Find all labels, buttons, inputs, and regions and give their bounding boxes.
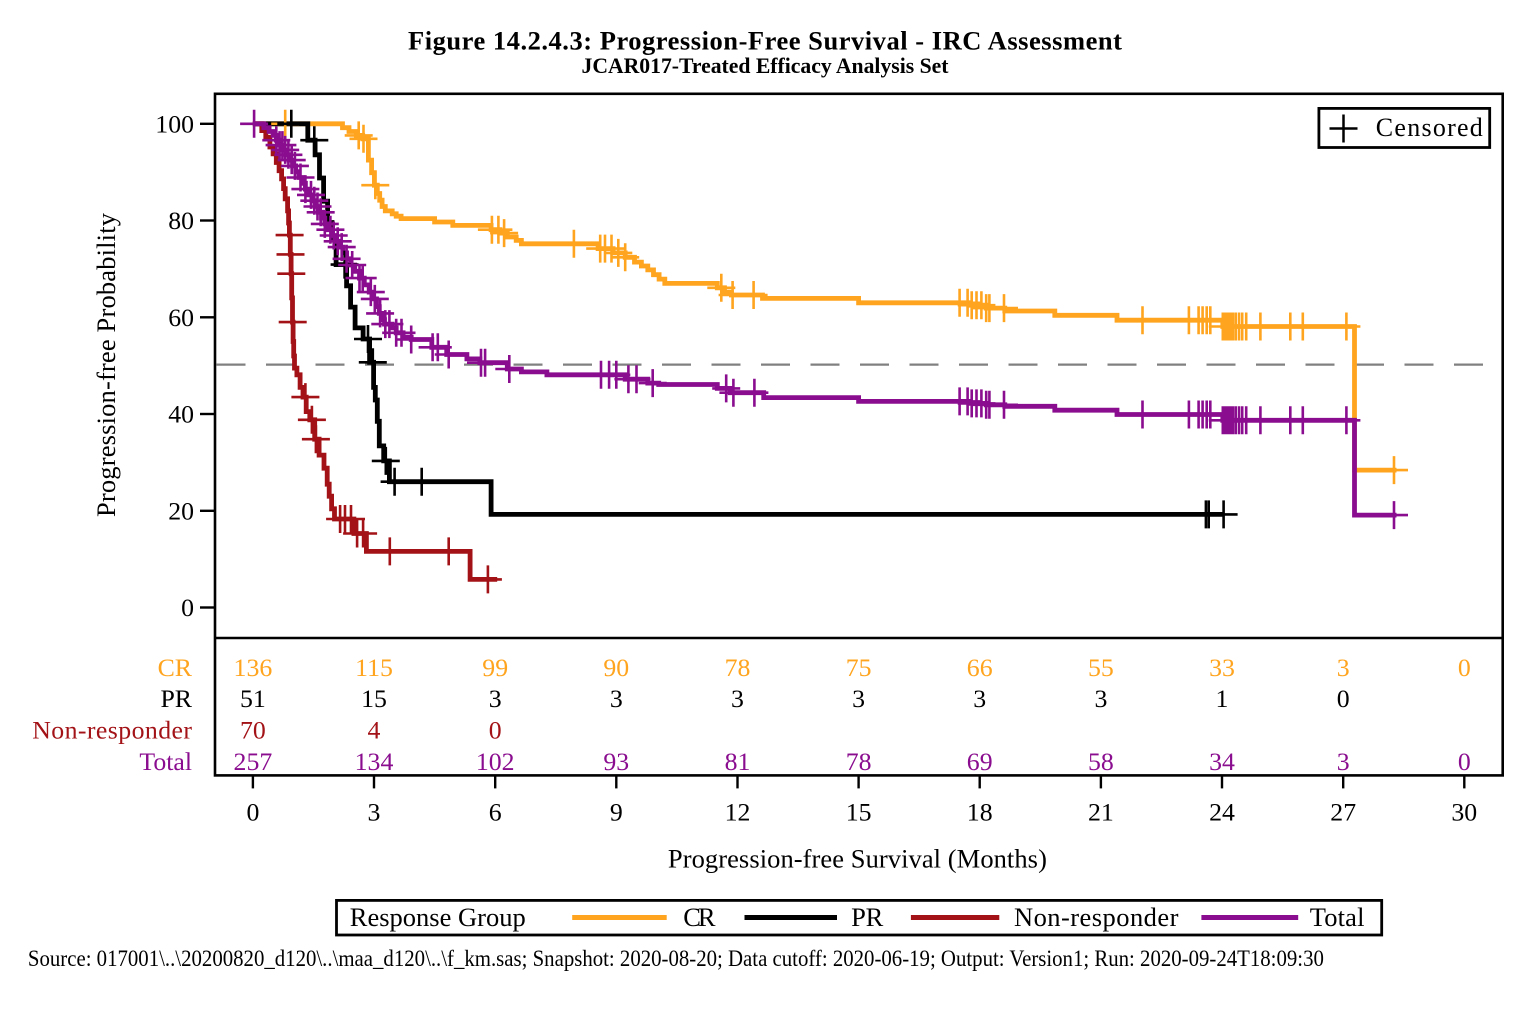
svg-text:115: 115: [355, 653, 393, 682]
svg-text:3: 3: [973, 684, 986, 713]
svg-text:78: 78: [846, 747, 872, 776]
svg-text:Non-responder: Non-responder: [1014, 902, 1179, 932]
svg-text:102: 102: [476, 747, 515, 776]
svg-text:3: 3: [610, 684, 623, 713]
svg-text:33: 33: [1209, 653, 1235, 682]
svg-text:27: 27: [1330, 797, 1356, 826]
svg-text:0: 0: [181, 593, 194, 622]
svg-text:15: 15: [361, 684, 387, 713]
svg-text:58: 58: [1088, 747, 1114, 776]
svg-text:Figure 14.2.4.3: Progression-F: Figure 14.2.4.3: Progression-Free Surviv…: [408, 26, 1122, 56]
svg-text:30: 30: [1451, 797, 1477, 826]
svg-text:1: 1: [1216, 684, 1229, 713]
svg-text:24: 24: [1209, 797, 1235, 826]
svg-text:4: 4: [368, 716, 381, 745]
svg-text:70: 70: [240, 716, 266, 745]
svg-text:34: 34: [1209, 747, 1235, 776]
svg-text:PR: PR: [851, 902, 884, 932]
svg-text:JCAR017-Treated Efficacy Analy: JCAR017-Treated Efficacy Analysis Set: [582, 54, 950, 78]
svg-text:3: 3: [368, 797, 381, 826]
svg-text:CR: CR: [158, 653, 193, 682]
svg-text:99: 99: [482, 653, 508, 682]
svg-text:3: 3: [852, 684, 865, 713]
svg-text:93: 93: [603, 747, 629, 776]
svg-text:40: 40: [168, 400, 194, 429]
svg-text:Non-responder: Non-responder: [32, 716, 192, 745]
svg-text:20: 20: [168, 497, 194, 526]
svg-text:18: 18: [967, 797, 993, 826]
svg-text:90: 90: [603, 653, 629, 682]
svg-text:3: 3: [1094, 684, 1107, 713]
svg-text:Censored: Censored: [1376, 113, 1483, 142]
svg-text:0: 0: [489, 716, 502, 745]
svg-text:80: 80: [168, 206, 194, 235]
svg-text:75: 75: [846, 653, 872, 682]
svg-text:81: 81: [725, 747, 751, 776]
svg-text:51: 51: [240, 684, 266, 713]
svg-text:Progression-free Probability: Progression-free Probability: [91, 212, 121, 517]
svg-text:0: 0: [1337, 684, 1350, 713]
svg-text:Total: Total: [1310, 902, 1365, 932]
svg-text:69: 69: [967, 747, 993, 776]
svg-text:Response Group: Response Group: [350, 902, 526, 932]
svg-text:CR: CR: [683, 902, 716, 932]
svg-text:78: 78: [725, 653, 751, 682]
svg-text:0: 0: [1458, 747, 1471, 776]
svg-text:9: 9: [610, 797, 623, 826]
svg-text:60: 60: [168, 303, 194, 332]
svg-text:257: 257: [234, 747, 273, 776]
svg-text:15: 15: [846, 797, 872, 826]
svg-text:136: 136: [234, 653, 273, 682]
svg-text:12: 12: [725, 797, 751, 826]
svg-text:3: 3: [1337, 747, 1350, 776]
svg-text:0: 0: [1458, 653, 1471, 682]
svg-text:0: 0: [246, 797, 259, 826]
svg-text:Source: 017001\..\20200820_d12: Source: 017001\..\20200820_d120\..\maa_d…: [28, 946, 1324, 971]
svg-text:21: 21: [1088, 797, 1114, 826]
svg-text:Total: Total: [139, 747, 192, 776]
svg-text:66: 66: [967, 653, 993, 682]
svg-text:3: 3: [1337, 653, 1350, 682]
svg-text:134: 134: [355, 747, 394, 776]
svg-text:3: 3: [731, 684, 744, 713]
svg-text:55: 55: [1088, 653, 1114, 682]
svg-text:PR: PR: [160, 684, 192, 713]
svg-text:Progression-free Survival (Mon: Progression-free Survival (Months): [668, 844, 1047, 874]
svg-text:6: 6: [489, 797, 502, 826]
svg-text:100: 100: [155, 110, 194, 139]
svg-text:3: 3: [489, 684, 502, 713]
